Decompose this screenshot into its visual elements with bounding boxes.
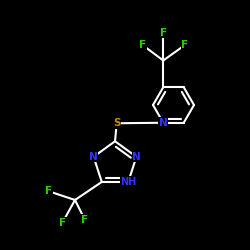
Text: NH: NH [120,177,136,187]
Text: F: F [82,215,88,225]
Text: F: F [160,28,167,38]
Text: N: N [132,152,141,162]
Text: N: N [159,118,168,128]
Text: S: S [113,118,120,128]
Text: F: F [45,186,52,196]
Text: N: N [89,152,98,162]
Text: F: F [182,40,188,50]
Text: F: F [59,218,66,228]
Text: F: F [139,40,146,50]
